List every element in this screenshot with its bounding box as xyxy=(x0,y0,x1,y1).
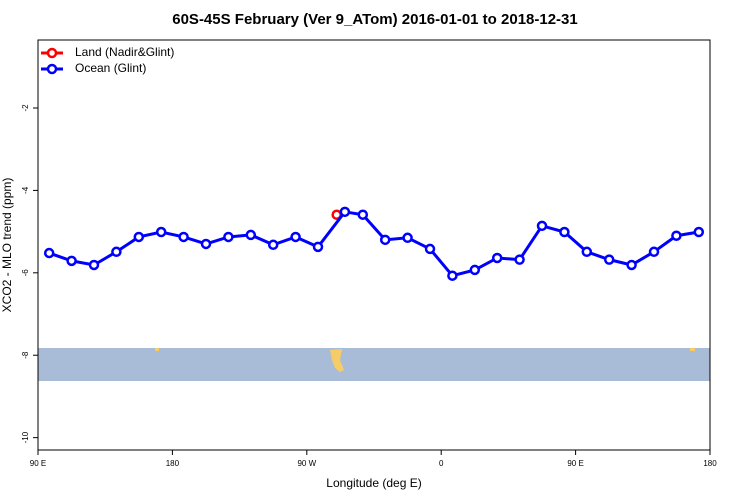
legend-label: Land (Nadir&Glint) xyxy=(75,45,174,59)
data-point xyxy=(603,254,615,265)
data-point xyxy=(223,231,234,243)
data-point xyxy=(66,255,77,267)
data-point xyxy=(447,270,458,281)
x-tick-label: 180 xyxy=(166,459,180,468)
y-axis-label: XCO2 - MLO trend (ppm) xyxy=(0,178,14,313)
data-point xyxy=(559,226,570,238)
land-patch xyxy=(690,348,695,351)
y-tick-label: -4 xyxy=(21,186,30,194)
data-point xyxy=(43,247,55,259)
land-patch xyxy=(155,348,159,351)
data-point xyxy=(424,243,436,255)
data-point xyxy=(339,206,351,218)
ocean-strip xyxy=(38,348,710,381)
y-tick-label: -6 xyxy=(21,269,30,277)
x-tick-label: 90 E xyxy=(30,459,46,468)
land-patch xyxy=(330,349,344,372)
x-axis-label: Longitude (deg E) xyxy=(326,476,421,490)
legend-marker xyxy=(46,47,58,59)
map-strip xyxy=(38,348,710,381)
legend-marker xyxy=(46,63,58,75)
data-point xyxy=(671,230,682,241)
data-point xyxy=(693,226,705,238)
chart-title: 60S-45S February (Ver 9_ATom) 2016-01-01… xyxy=(172,11,577,28)
x-tick-label: 180 xyxy=(703,459,717,468)
data-point xyxy=(379,234,391,246)
data-point xyxy=(88,259,100,271)
data-point xyxy=(267,239,279,251)
data-point xyxy=(133,231,145,243)
x-tick-label: 0 xyxy=(439,459,444,468)
data-point xyxy=(402,232,413,244)
data-point xyxy=(514,254,525,265)
data-point xyxy=(626,259,637,271)
data-point xyxy=(200,238,212,250)
data-point xyxy=(312,241,324,253)
y-tick-label: -2 xyxy=(21,104,30,112)
x-tick-label: 90 W xyxy=(297,459,316,468)
data-point xyxy=(581,246,593,258)
data-point xyxy=(469,264,481,276)
legend-label: Ocean (Glint) xyxy=(75,61,146,75)
series-line xyxy=(48,210,700,278)
data-point xyxy=(290,231,301,243)
data-point xyxy=(178,231,189,243)
data-point xyxy=(111,246,122,258)
plot-frame xyxy=(37,39,711,451)
data-point xyxy=(155,226,167,238)
y-tick-label: -10 xyxy=(21,431,30,443)
data-point xyxy=(648,246,660,258)
data-point xyxy=(536,220,548,232)
y-tick-label: -8 xyxy=(21,351,30,359)
data-point xyxy=(491,252,503,264)
data-point xyxy=(245,229,257,241)
x-tick-label: 90 E xyxy=(567,459,583,468)
data-point xyxy=(357,209,369,220)
